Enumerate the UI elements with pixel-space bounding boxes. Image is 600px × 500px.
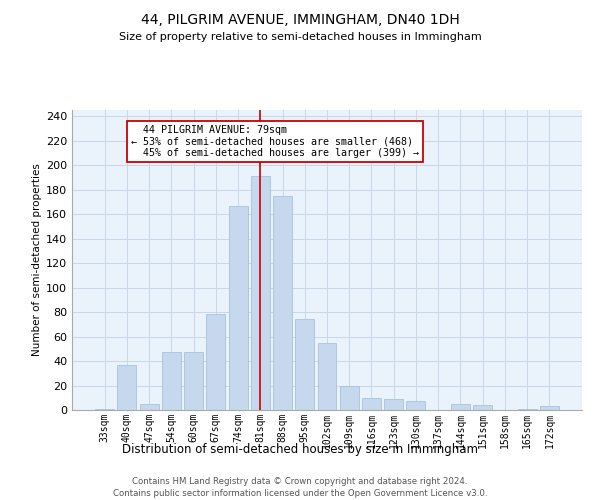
Text: 44, PILGRIM AVENUE, IMMINGHAM, DN40 1DH: 44, PILGRIM AVENUE, IMMINGHAM, DN40 1DH [140, 12, 460, 26]
Bar [340, 386, 359, 410]
Text: Distribution of semi-detached houses by size in Immingham: Distribution of semi-detached houses by … [122, 442, 478, 456]
Bar [518, 409, 536, 410]
Bar [295, 320, 314, 410]
Bar [140, 404, 158, 410]
Y-axis label: Number of semi-detached properties: Number of semi-detached properties [32, 164, 42, 356]
Text: Size of property relative to semi-detached houses in Immingham: Size of property relative to semi-detach… [119, 32, 481, 42]
Bar [184, 352, 203, 410]
Text: Contains public sector information licensed under the Open Government Licence v3: Contains public sector information licen… [113, 489, 487, 498]
Text: 44 PILGRIM AVENUE: 79sqm
← 53% of semi-detached houses are smaller (468)
  45% o: 44 PILGRIM AVENUE: 79sqm ← 53% of semi-d… [131, 124, 419, 158]
Bar [273, 196, 292, 410]
Bar [406, 402, 425, 410]
Bar [473, 405, 492, 410]
Bar [162, 352, 181, 410]
Text: Contains HM Land Registry data © Crown copyright and database right 2024.: Contains HM Land Registry data © Crown c… [132, 478, 468, 486]
Bar [540, 406, 559, 410]
Bar [384, 399, 403, 410]
Bar [251, 176, 270, 410]
Bar [206, 314, 225, 410]
Bar [451, 404, 470, 410]
Bar [229, 206, 248, 410]
Bar [317, 342, 337, 410]
Bar [362, 398, 381, 410]
Bar [95, 409, 114, 410]
Bar [118, 364, 136, 410]
